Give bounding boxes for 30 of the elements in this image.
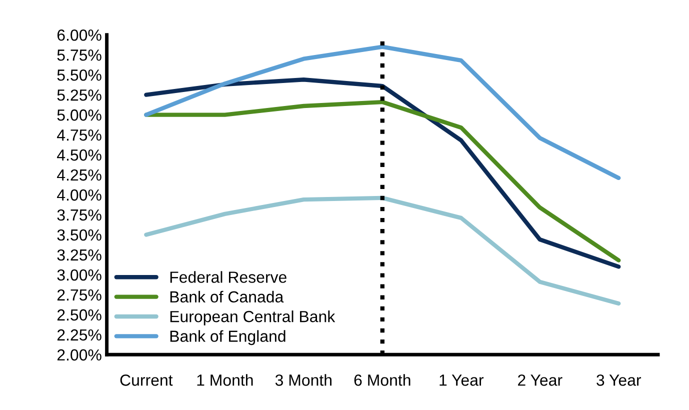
y-tick-label: 4.75% [57, 129, 102, 141]
y-tick-label: 6.00% [57, 29, 102, 41]
y-tick-label: 5.75% [57, 50, 102, 61]
y-tick-label: 4.25% [57, 169, 102, 181]
legend-label: Bank of Canada [170, 290, 284, 303]
y-tick-label: 5.50% [57, 69, 102, 81]
line-series [144, 196, 621, 306]
y-tick-label: 3.25% [57, 249, 102, 261]
y-tick-label: 3.75% [57, 209, 102, 221]
y-tick-label: 2.25% [57, 329, 102, 341]
y-tick-label: 5.00% [57, 109, 102, 121]
y-tick-label: 3.50% [57, 229, 102, 241]
y-tick-label: 2.50% [57, 309, 102, 321]
y-tick-label: 5.25% [57, 89, 102, 101]
x-tick-label: 1 Year [440, 374, 484, 386]
y-tick-label: 2.00% [57, 349, 102, 361]
legend-label: European Central Bank [170, 310, 336, 326]
line-series [144, 44, 621, 180]
legend-label: Federal Reserve [170, 271, 286, 283]
x-tick-label: Current [120, 374, 173, 386]
legend-label: Bank of England [170, 330, 286, 346]
y-tick-label: 4.50% [57, 149, 102, 161]
x-tick-label: 6 Month [354, 374, 410, 386]
x-tick-label: 3 Year [596, 374, 642, 386]
y-tick-label: 2.75% [57, 289, 102, 301]
x-tick-label: 1 Month [197, 374, 253, 386]
x-tick-label: 2 Year [518, 374, 562, 386]
y-tick-label: 4.00% [57, 189, 102, 201]
x-tick-label: 3 Month [275, 374, 332, 386]
y-tick-label: 3.00% [57, 269, 102, 281]
